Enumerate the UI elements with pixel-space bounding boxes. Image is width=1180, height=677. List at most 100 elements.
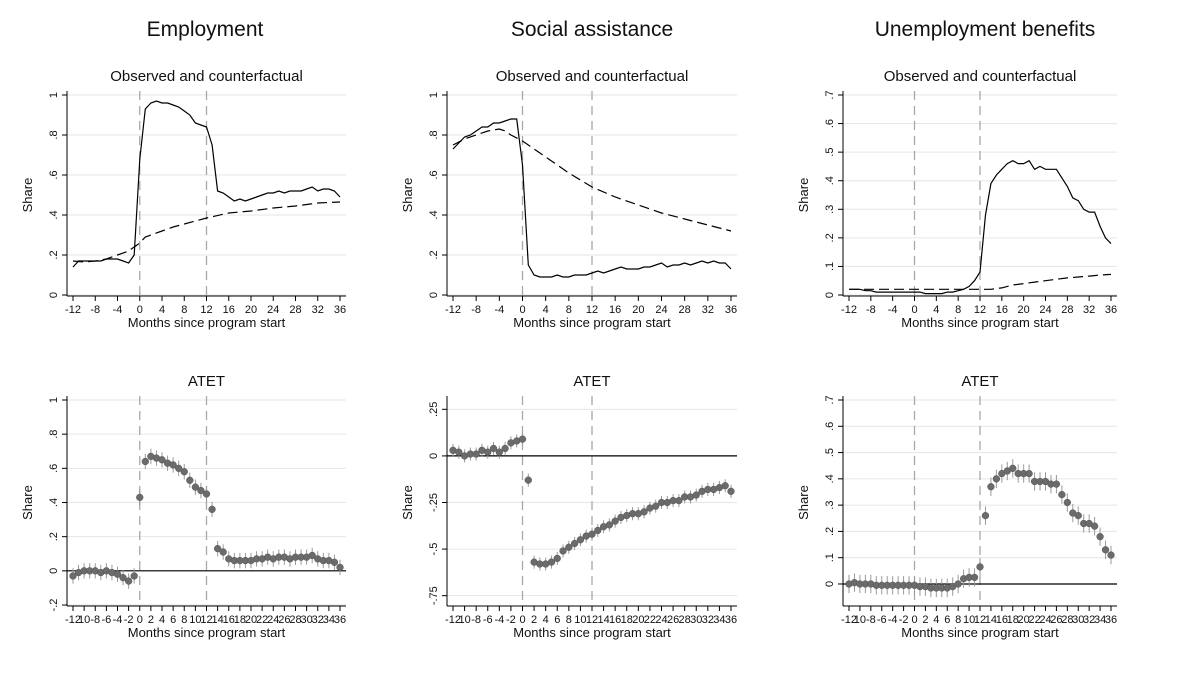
column-title-unemployment-benefits: Unemployment benefits	[874, 18, 1096, 41]
atet-point	[495, 448, 503, 456]
y-tick-label: .2	[824, 527, 836, 536]
x-tick-label: -12	[841, 614, 857, 626]
atet-point	[547, 558, 556, 566]
x-tick-label: 26	[278, 614, 290, 626]
y-tick-label: 0	[48, 292, 60, 298]
y-axis-label: Share	[20, 485, 35, 520]
y-tick-label: .6	[48, 464, 60, 473]
observed-line	[452, 118, 732, 278]
x-tick-label: 24	[655, 304, 667, 316]
atet-point	[1025, 469, 1033, 478]
x-tick-label: 32	[1083, 304, 1095, 316]
x-tick-label: -12	[841, 304, 857, 316]
atet-point	[518, 435, 527, 443]
panel-title: Observed and counterfactual	[496, 68, 689, 85]
atet-point	[987, 483, 995, 491]
x-tick-label: 0	[137, 304, 143, 316]
x-axis-label: Months since program start	[901, 625, 1059, 640]
observed-line	[849, 159, 1112, 295]
x-tick-label: 24	[267, 614, 279, 626]
y-axis-label: Share	[20, 178, 35, 213]
y-axis-label: Share	[796, 485, 811, 520]
x-tick-label: 0	[519, 304, 525, 316]
x-tick-label: 0	[911, 614, 917, 626]
atet-point	[208, 505, 216, 513]
atet-point	[605, 521, 614, 529]
atet-point	[124, 577, 133, 585]
atet-point	[219, 548, 227, 556]
x-tick-label: 12	[200, 304, 212, 316]
x-tick-label: 16	[223, 614, 235, 626]
x-tick-label: 6	[944, 614, 950, 626]
atet-point	[640, 508, 648, 516]
x-tick-label: 8	[566, 304, 572, 316]
x-tick-label: -6	[483, 614, 493, 626]
atet-point	[141, 457, 149, 466]
x-tick-label: 12	[974, 614, 986, 626]
atet-point	[202, 490, 211, 498]
x-tick-label: 16	[996, 614, 1008, 626]
atet-point	[692, 491, 700, 499]
x-axis-label: Months since program start	[128, 625, 286, 640]
x-tick-label: 16	[223, 304, 235, 316]
atet-point	[180, 468, 188, 476]
x-tick-label: -8	[866, 614, 876, 626]
atet-point	[472, 450, 480, 458]
x-tick-label: 10	[854, 614, 866, 626]
y-tick-label: -.25	[428, 493, 440, 512]
atet-point	[130, 572, 138, 580]
x-tick-label: 20	[1018, 614, 1030, 626]
x-axis-label: Months since program start	[513, 315, 671, 330]
atet-point	[1090, 522, 1099, 530]
x-tick-label: 8	[181, 304, 187, 316]
x-tick-label: -2	[124, 614, 134, 626]
atet-point	[594, 526, 602, 535]
x-tick-label: 30	[301, 614, 313, 626]
x-tick-label: 8	[181, 614, 187, 626]
y-tick-label: .2	[428, 250, 440, 259]
x-tick-label: 2	[148, 614, 154, 626]
atet-point	[727, 487, 735, 495]
x-tick-label: 30	[690, 614, 702, 626]
atet-point	[976, 563, 984, 571]
atet-point	[113, 570, 122, 578]
x-tick-label: 32	[312, 614, 324, 626]
column-title-social-assistance: Social assistance	[510, 18, 674, 41]
counterfactual-line	[452, 128, 732, 232]
x-tick-label: 4	[159, 304, 165, 316]
y-tick-label: .6	[428, 170, 440, 179]
x-tick-label: 4	[933, 614, 939, 626]
x-tick-label: 20	[632, 614, 644, 626]
atet-point	[565, 543, 573, 551]
y-tick-label: .8	[428, 130, 440, 139]
x-tick-label: 22	[256, 614, 268, 626]
x-tick-label: 2	[922, 614, 928, 626]
y-tick-label: -.5	[428, 543, 440, 556]
panel-title: ATET	[188, 373, 225, 390]
x-tick-label: 22	[644, 614, 656, 626]
x-tick-label: 14	[597, 614, 609, 626]
x-tick-label: 24	[655, 614, 667, 626]
x-tick-label: 36	[334, 304, 346, 316]
y-tick-label: .2	[48, 250, 60, 259]
x-tick-label: -8	[90, 304, 100, 316]
atet-point	[992, 475, 1001, 483]
atet-point	[1009, 464, 1017, 472]
y-axis-label: Share	[796, 178, 811, 213]
x-tick-label: 8	[955, 304, 961, 316]
x-tick-label: 18	[234, 614, 246, 626]
x-tick-label: -12	[445, 614, 461, 626]
x-tick-label: 12	[586, 614, 598, 626]
y-tick-label: .1	[824, 553, 836, 562]
y-tick-label: .4	[48, 498, 60, 507]
x-tick-label: 28	[289, 614, 301, 626]
y-tick-label: 1	[428, 92, 440, 98]
atet-point	[308, 551, 316, 560]
atet-point	[576, 536, 585, 544]
y-tick-label: .3	[824, 205, 836, 214]
x-tick-label: 20	[245, 614, 257, 626]
atet-point	[570, 539, 579, 548]
